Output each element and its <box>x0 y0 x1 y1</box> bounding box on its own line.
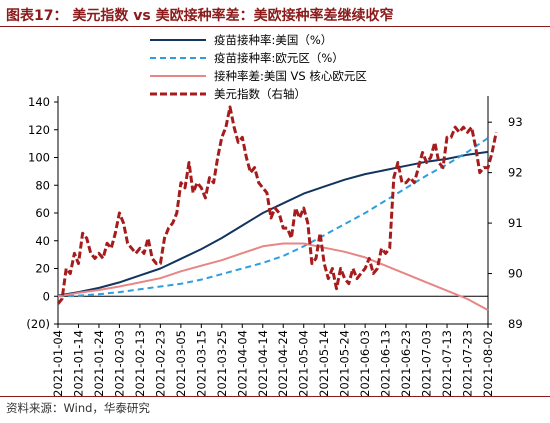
x-tick-label: 2021-02-23 <box>153 330 167 397</box>
y-right-tick-label: 93 <box>508 115 523 129</box>
x-tick-label: 2021-06-13 <box>379 330 393 397</box>
axes: (20) 0 20 40 60 80 100 120 140 89 90 91 92 93 2021-01-… <box>26 95 522 397</box>
y-left-tick-label: 120 <box>28 123 50 137</box>
title-rule <box>0 26 550 27</box>
y-left-tick-label: 80 <box>35 178 50 192</box>
y-left-tick-label: 40 <box>35 234 50 248</box>
legend-label: 美元指数（右轴） <box>214 87 306 101</box>
y-left-tick-label: 140 <box>28 95 50 109</box>
y-left-tick-label: 100 <box>28 151 50 165</box>
x-tick-label: 2021-04-14 <box>256 330 270 397</box>
x-tick-label: 2021-01-14 <box>71 330 85 397</box>
x-tick-label: 2021-04-24 <box>276 330 290 397</box>
x-tick-label: 2021-02-13 <box>133 330 147 397</box>
x-tick-label: 2021-08-02 <box>481 330 495 397</box>
series-dollar-index-line <box>56 105 498 305</box>
title-bar: 图表17： 美元指数 vs 美欧接种率差：美欧接种率差继续收窄 <box>0 0 550 28</box>
series-euro-vaccination-line <box>57 137 489 298</box>
x-tick-label: 2021-07-13 <box>440 330 454 397</box>
legend: 疫苗接种率:美国（%） 疫苗接种率:欧元区（%） 接种率差:美国 VS 核心欧元区美… <box>150 33 367 101</box>
y-right-tick-label: 92 <box>508 166 523 180</box>
x-tick-label: 2021-01-24 <box>92 330 106 397</box>
legend-label: 接种率差:美国 VS 核心欧元区 <box>214 69 367 83</box>
x-tick-label: 2021-05-14 <box>317 330 331 397</box>
x-tick-label: 2021-03-05 <box>174 330 188 397</box>
x-tick-label: 2021-05-24 <box>338 330 352 397</box>
x-tick-label: 2021-06-03 <box>358 330 372 397</box>
y-left-tick-label: 20 <box>35 262 50 276</box>
y-left-tick-label: 0 <box>43 289 50 303</box>
x-tick-label: 2021-07-23 <box>461 330 475 397</box>
legend-label: 疫苗接种率:欧元区（%） <box>214 51 344 65</box>
x-tick-label: 2021-03-15 <box>194 330 208 397</box>
y-left-tick-label: 60 <box>35 206 50 220</box>
x-tick-label: 2021-06-23 <box>399 330 413 397</box>
x-tick-label: 2021-02-03 <box>112 330 126 397</box>
x-tick-label: 2021-01-04 <box>51 330 65 397</box>
plot-area <box>56 105 498 311</box>
x-tick-label: 2021-05-04 <box>297 330 311 397</box>
y-right-tick-label: 89 <box>508 317 523 331</box>
y-left-tick-label: (20) <box>26 317 50 331</box>
series-us-vaccination-line <box>57 150 489 297</box>
y-right-tick-label: 90 <box>508 267 523 281</box>
x-tick-label: 2021-04-04 <box>235 330 249 397</box>
series-vaccination-gap-line <box>57 242 489 311</box>
chart-title: 图表17： 美元指数 vs 美欧接种率差：美欧接种率差继续收窄 <box>6 8 394 24</box>
y-right-tick-label: 91 <box>508 216 523 230</box>
x-tick-label: 2021-07-03 <box>420 330 434 397</box>
legend-label: 疫苗接种率:美国（%） <box>214 33 332 47</box>
x-tick-label: 2021-03-25 <box>215 330 229 397</box>
source-note: 资料来源：Wind，华泰研究 <box>6 401 150 415</box>
source-rule <box>0 396 550 397</box>
